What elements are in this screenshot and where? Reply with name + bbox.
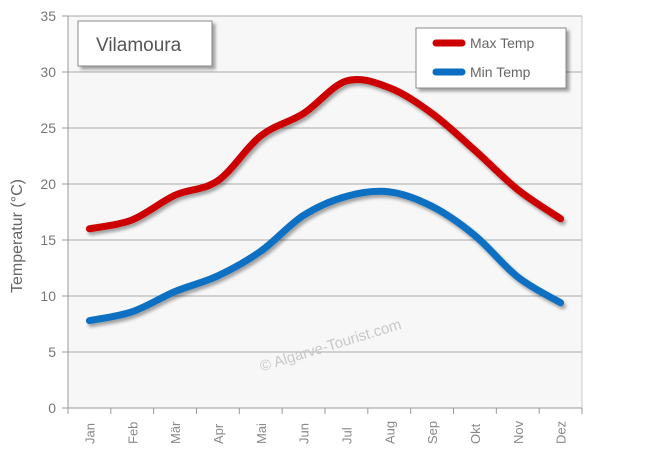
x-tick-label: Jan <box>82 423 97 444</box>
x-tick-label: Aug <box>382 421 397 444</box>
x-tick-label: Dez <box>554 421 569 444</box>
y-tick-label: 30 <box>40 64 56 80</box>
x-tick-label: Mär <box>168 421 183 444</box>
x-tick-label: Mai <box>254 423 269 444</box>
x-tick-label: Feb <box>125 422 140 444</box>
y-tick-label: 10 <box>40 288 56 304</box>
legend-label: Min Temp <box>470 64 531 80</box>
x-tick-label: Sep <box>425 421 440 444</box>
x-tick-label: Okt <box>468 423 483 444</box>
y-axis-label: Temperatur (°C) <box>9 179 26 293</box>
title-box: Vilamoura <box>78 21 212 66</box>
y-tick-label: 25 <box>40 120 56 136</box>
y-tick-label: 35 <box>40 8 56 24</box>
y-axis-ticks: 0 5 10 15 20 25 30 35 <box>40 8 68 416</box>
x-tick-label: Apr <box>211 423 226 444</box>
chart-title: Vilamoura <box>96 35 182 56</box>
legend: Max Temp Min Temp <box>416 28 566 88</box>
y-tick-label: 0 <box>48 400 56 416</box>
x-tick-label: Nov <box>511 420 526 444</box>
y-tick-label: 5 <box>48 344 56 360</box>
legend-label: Max Temp <box>470 35 535 51</box>
y-tick-label: 20 <box>40 176 56 192</box>
x-tick-label: Jun <box>297 423 312 444</box>
y-tick-label: 15 <box>40 232 56 248</box>
x-tick-label: Jul <box>339 427 354 444</box>
x-axis-ticks: Jan Feb Mär Apr Mai Jun Jul Aug Sep Okt Nov Dez <box>68 408 582 444</box>
